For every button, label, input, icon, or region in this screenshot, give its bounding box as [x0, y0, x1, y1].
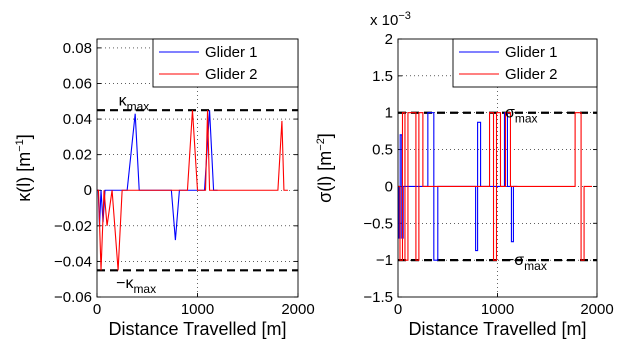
- limit-annotation: −σmax: [505, 252, 547, 273]
- scale-exponent: −3: [398, 10, 411, 22]
- annotation-symbol: κ: [125, 275, 134, 292]
- legend-box: [152, 38, 299, 88]
- legend-box: [452, 38, 598, 88]
- y-tick-label: 0.02: [63, 147, 92, 164]
- annotation-subscript: max: [127, 99, 150, 113]
- x-tick-label: 1000: [181, 301, 214, 318]
- y-axis-label-exponent: −2: [315, 138, 327, 151]
- y-axis-label-end: ]: [315, 133, 335, 138]
- scale-base: x 10: [370, 12, 398, 29]
- annotation-prefix: −: [505, 252, 514, 269]
- legend-label-2: Glider 2: [205, 66, 258, 83]
- y-tick-label: −0.5: [363, 215, 393, 232]
- legend-label-2: Glider 2: [505, 66, 558, 83]
- y-tick-label: 0.5: [372, 142, 393, 159]
- annotation-subscript: max: [524, 259, 547, 273]
- y-axis-label-base: κ(l) [m: [14, 152, 34, 202]
- y-tick-label: −0.06: [54, 289, 92, 306]
- x-tick-label: 2000: [281, 301, 314, 318]
- x-tick-label: 1000: [481, 301, 514, 318]
- legend: Glider 1 Glider 2: [152, 38, 299, 88]
- y-tick-label: 1.5: [372, 68, 393, 85]
- sigma-chart: 0 1000 2000−1.5−1−0.500.511.52σmax−σmaxGli…: [315, 10, 614, 339]
- series-line-1: [97, 110, 218, 241]
- annotation-symbol: σ: [505, 105, 515, 122]
- y-tick-label: −1: [376, 252, 393, 269]
- series-line-2: [97, 110, 288, 271]
- series-line-2: [398, 112, 593, 261]
- legend-label-1: Glider 1: [505, 44, 558, 61]
- annotation-symbol: κ: [119, 92, 128, 109]
- limit-annotation: κmax: [119, 92, 150, 113]
- annotation-subscript: max: [515, 112, 538, 126]
- y-tick-label: 0: [84, 182, 92, 199]
- x-tick-label: 2000: [580, 301, 613, 318]
- y-tick-label: 0.08: [63, 40, 92, 57]
- x-tick-label: 0: [93, 301, 101, 318]
- y-axis-label-exponent: −1: [14, 139, 26, 152]
- legend: Glider 1 Glider 2: [452, 38, 598, 88]
- x-axis-label: Distance Travelled [m]: [108, 319, 286, 339]
- annotation-prefix: −: [116, 275, 125, 292]
- y-scale-multiplier: x 10−3: [370, 10, 411, 29]
- y-tick-label: 2: [385, 31, 393, 48]
- limit-annotation: σmax: [505, 105, 538, 126]
- y-tick-label: 0.06: [63, 75, 92, 92]
- y-tick-label: 0: [385, 178, 393, 195]
- y-tick-label: −0.04: [54, 253, 92, 270]
- x-axis-label: Distance Travelled [m]: [408, 319, 586, 339]
- kappa-chart: 0 1000 2000 −0.06 −0.04 −0.02 0 0.02 0.04 0.06 0.0…: [14, 38, 315, 339]
- y-axis-label-base: σ(l) [m: [315, 151, 335, 203]
- y-tick-label: −1.5: [363, 289, 393, 306]
- y-axis-label: κ(l) [m−1]: [14, 134, 34, 202]
- y-tick-label: 0.04: [63, 111, 92, 128]
- annotation-symbol: σ: [514, 252, 524, 269]
- y-axis-label-end: ]: [14, 134, 34, 139]
- annotation-subscript: max: [133, 282, 156, 296]
- legend-label-1: Glider 1: [205, 44, 258, 61]
- y-tick-label: 1: [385, 105, 393, 122]
- limit-annotation: −κmax: [116, 275, 156, 296]
- y-axis-label: σ(l) [m−2]: [315, 133, 335, 203]
- x-tick-label: 0: [394, 301, 402, 318]
- y-tick-label: −0.02: [54, 218, 92, 235]
